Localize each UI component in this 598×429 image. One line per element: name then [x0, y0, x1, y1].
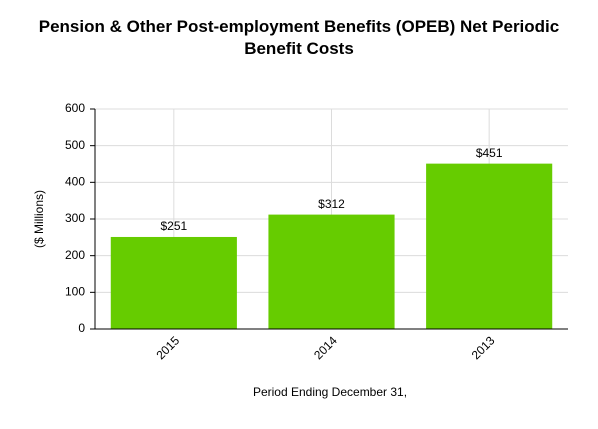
y-tick-label: 200	[65, 248, 85, 262]
bar	[110, 236, 237, 329]
data-label: $312	[318, 197, 345, 211]
x-axis-label: Period Ending December 31,	[253, 385, 407, 399]
data-label: $251	[160, 219, 187, 233]
bar	[426, 163, 553, 329]
y-axis-label: ($ Millions)	[32, 190, 46, 248]
chart-title: Pension & Other Post-employment Benefits…	[38, 17, 560, 58]
y-tick-label: 400	[65, 175, 85, 189]
y-tick-label: 500	[65, 138, 85, 152]
data-label: $451	[476, 146, 503, 160]
chart-title-box: Pension & Other Post-employment Benefits…	[0, 16, 598, 60]
x-tick-label: 2014	[311, 333, 340, 362]
y-tick-label: 0	[78, 321, 85, 335]
y-tick-label: 300	[65, 211, 85, 225]
y-tick-label: 100	[65, 285, 85, 299]
bar	[268, 214, 395, 329]
x-tick-label: 2015	[153, 333, 182, 362]
x-tick-label: 2013	[469, 333, 498, 362]
y-tick-label: 600	[65, 101, 85, 115]
